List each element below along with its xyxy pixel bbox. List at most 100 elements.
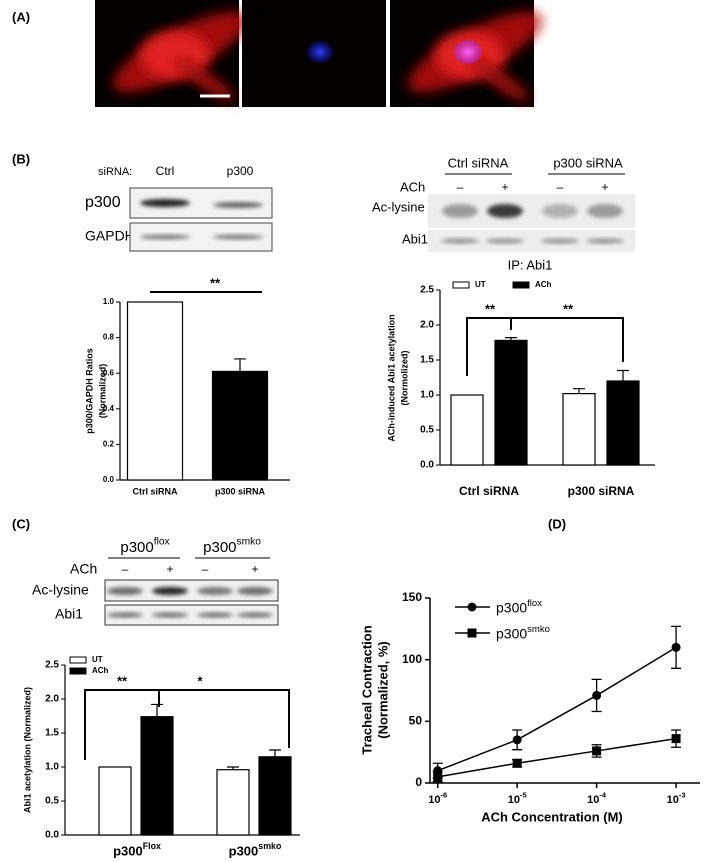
y-tick-label: 100 xyxy=(402,652,422,666)
lane-sign: + xyxy=(601,180,608,194)
bar xyxy=(606,380,640,466)
y-axis-label: (Normalized, %) xyxy=(375,641,390,739)
significance-mark: ** xyxy=(563,301,574,316)
bar xyxy=(98,766,132,836)
blot-header: siRNA: xyxy=(98,166,132,178)
error-bar xyxy=(505,337,517,341)
y-axis-label: (Normolized) xyxy=(399,350,409,405)
blot-band xyxy=(586,238,624,244)
x-tick-label: p300 xyxy=(113,843,143,858)
y-tick-label: 1.5 xyxy=(420,355,434,366)
error-bar xyxy=(234,358,246,372)
lane-sign: + xyxy=(251,562,258,576)
bar xyxy=(562,393,596,466)
y-tick-label: 1.0 xyxy=(420,390,434,401)
row-label: Abi1 xyxy=(55,606,83,622)
significance-mark: ** xyxy=(485,301,496,316)
data-point xyxy=(512,735,522,745)
x-tick-label-sup: smko xyxy=(258,841,282,851)
group-label-sup: smko xyxy=(237,537,262,548)
row-label: Abi1 xyxy=(402,231,428,246)
lane-label: p300 xyxy=(227,164,254,178)
significance-bracket xyxy=(84,689,160,760)
bar xyxy=(494,339,528,466)
y-tick-label: 0.4 xyxy=(103,404,115,413)
group-label: p300 xyxy=(203,539,236,556)
y-axis-label: ACh-induced Abi1 acetylation xyxy=(386,314,396,441)
x-tick-label-sup: Flox xyxy=(143,841,161,851)
y-tick-label: 1.0 xyxy=(103,297,115,306)
blot-caption: IP: Abi1 xyxy=(508,257,553,272)
bar xyxy=(211,370,269,481)
x-tick-label: Ctrl siRNA xyxy=(459,484,519,498)
y-tick-label: 2.5 xyxy=(420,285,434,296)
lane-label: Ctrl xyxy=(156,164,175,178)
x-tick-label: 10 xyxy=(428,794,440,806)
blot-box xyxy=(104,579,279,602)
treatment-label: ACh xyxy=(70,561,97,577)
significance-mark: ** xyxy=(210,275,221,290)
x-tick-label: Ctrl siRNA xyxy=(132,486,178,496)
image-label: Merge xyxy=(396,4,422,14)
x-tick-label-sup: -6 xyxy=(440,791,447,800)
significance-bracket xyxy=(466,317,512,376)
lane-sign: + xyxy=(166,562,173,576)
blot-band xyxy=(107,612,143,618)
blot-band xyxy=(213,202,263,208)
data-point xyxy=(671,734,681,744)
image-label: p300 xyxy=(101,4,121,14)
y-tick-label: 150 xyxy=(402,590,422,604)
group-label-sup: flox xyxy=(154,537,170,548)
significance-bracket xyxy=(511,317,624,362)
lane-sign: – xyxy=(202,562,209,576)
y-tick-label: 2.0 xyxy=(45,694,59,705)
blot-box xyxy=(428,230,635,252)
y-tick-label: 0.8 xyxy=(103,333,115,342)
legend-label: UT xyxy=(475,280,486,289)
legend-label: p300 xyxy=(496,600,527,616)
significance-mark: * xyxy=(197,673,203,688)
data-point xyxy=(592,690,602,700)
blot-band xyxy=(542,204,578,218)
legend-swatch xyxy=(69,656,87,664)
y-tick-label: 0.2 xyxy=(103,440,115,449)
x-tick-label: p300 xyxy=(229,843,259,858)
y-tick-label: 0.5 xyxy=(45,796,59,807)
error-bar xyxy=(269,749,281,757)
y-axis-label: Abi1 acetylation (Normalized) xyxy=(22,687,32,813)
x-tick-label-sup: -4 xyxy=(599,791,606,800)
y-tick-label: 0.0 xyxy=(103,475,115,484)
legend-label-sup: smko xyxy=(527,624,550,635)
blot-band xyxy=(140,199,190,207)
blot-band xyxy=(107,587,143,595)
image-label: DAPI xyxy=(248,4,269,14)
legend-label: ACh xyxy=(92,666,109,675)
panel-label: (B) xyxy=(12,151,30,166)
x-tick-label: 10 xyxy=(508,794,520,806)
blot-band xyxy=(442,204,478,218)
x-tick-label-sup: -5 xyxy=(520,791,527,800)
y-axis-label: (Normalized) xyxy=(97,364,107,419)
significance-bracket xyxy=(159,689,290,748)
error-bar xyxy=(617,369,629,381)
legend-swatch xyxy=(69,667,87,675)
legend-label: UT xyxy=(92,655,103,664)
legend-marker xyxy=(467,628,477,638)
row-label: Ac-lysine xyxy=(372,199,425,214)
data-point xyxy=(512,758,522,768)
y-axis-label: Tracheal Contraction xyxy=(359,625,374,754)
nucleus xyxy=(454,40,482,64)
x-axis-label: ACh Concentration (M) xyxy=(481,809,623,824)
y-tick-label: 50 xyxy=(409,714,423,728)
y-tick-label: 1.0 xyxy=(45,762,59,773)
significance-mark: ** xyxy=(117,673,128,688)
row-label: p300 xyxy=(85,194,121,211)
legend-swatch xyxy=(512,281,530,289)
legend-label-sup: flox xyxy=(527,598,542,609)
blot-band xyxy=(152,612,188,618)
y-tick-label: 0.0 xyxy=(420,460,434,471)
blot-band xyxy=(237,587,273,595)
data-point xyxy=(433,772,443,782)
x-tick-label: p300 siRNA xyxy=(568,484,635,498)
bar xyxy=(126,301,184,481)
